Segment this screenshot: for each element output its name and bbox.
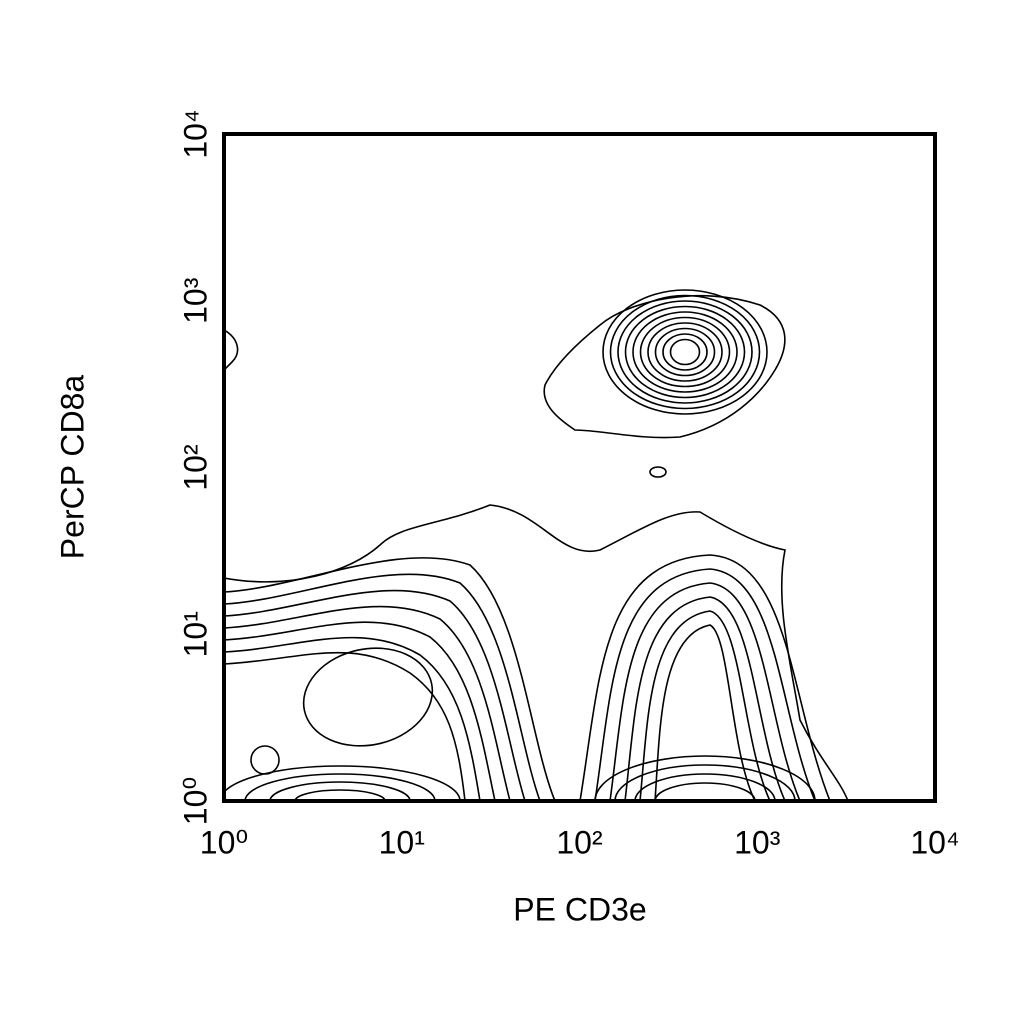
y-tick-label: 10⁰ xyxy=(177,777,213,825)
contour xyxy=(609,294,761,410)
contour xyxy=(224,636,481,801)
plot-frame xyxy=(222,132,937,803)
contour xyxy=(649,466,667,478)
y-tick-label: 10³ xyxy=(177,277,213,324)
contour xyxy=(224,504,849,801)
contour xyxy=(224,329,239,371)
contour xyxy=(294,789,386,801)
x-tick-label: 10³ xyxy=(734,824,781,860)
contour xyxy=(224,651,466,801)
contour xyxy=(639,610,771,801)
contour xyxy=(594,568,816,801)
y-axis-label: PerCP CD8a xyxy=(54,375,90,560)
contour xyxy=(594,755,816,801)
contour xyxy=(269,781,411,801)
contour xyxy=(654,327,716,377)
x-tick-label: 10⁰ xyxy=(200,824,248,860)
contour xyxy=(224,765,461,801)
contour xyxy=(302,647,434,747)
contour xyxy=(624,596,786,801)
contour xyxy=(662,333,708,371)
contour xyxy=(654,782,756,801)
x-axis-label: PE CD3e xyxy=(513,891,646,927)
contour xyxy=(669,338,701,366)
contour xyxy=(617,300,753,404)
contour xyxy=(224,589,526,801)
contour xyxy=(624,305,746,399)
contour xyxy=(224,573,541,801)
contour xyxy=(250,745,280,775)
x-tick-label: 10⁴ xyxy=(910,824,959,860)
contour xyxy=(224,621,496,801)
y-tick-label: 10⁴ xyxy=(177,109,213,158)
contour xyxy=(579,554,831,801)
contours xyxy=(224,289,849,801)
contour xyxy=(602,289,768,415)
y-tick-label: 10² xyxy=(177,444,213,491)
contour xyxy=(614,764,796,801)
contour xyxy=(224,605,511,801)
contour xyxy=(639,316,731,388)
contour xyxy=(634,773,776,801)
y-tick-label: 10¹ xyxy=(177,611,213,657)
contour xyxy=(632,311,738,393)
contour xyxy=(543,295,786,439)
x-tick-label: 10² xyxy=(556,824,603,860)
contour xyxy=(647,322,723,382)
contour xyxy=(244,773,436,801)
contour xyxy=(654,624,756,801)
contour xyxy=(224,557,556,801)
contour xyxy=(609,582,801,801)
x-tick-label: 10¹ xyxy=(379,824,425,860)
